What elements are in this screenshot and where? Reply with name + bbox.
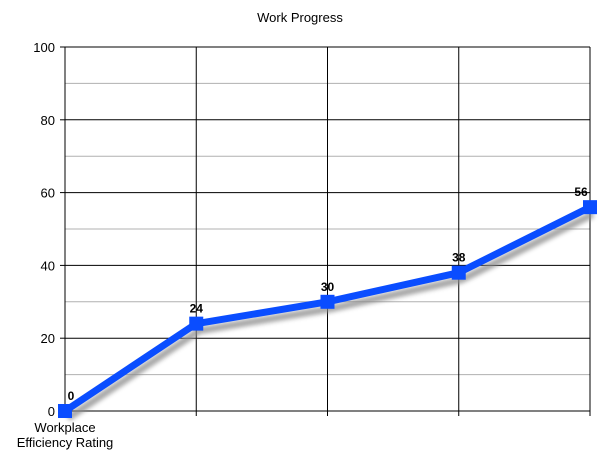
data-point-marker xyxy=(58,404,72,418)
data-labels: 0 24 30 38 56 xyxy=(68,185,588,403)
data-point-marker xyxy=(189,316,204,331)
data-label: 38 xyxy=(452,251,466,265)
data-label: 56 xyxy=(574,185,588,199)
axes: 0 20 40 60 80 100 Workplace Efficiency Rating xyxy=(17,40,591,450)
y-tick-label: 20 xyxy=(41,331,55,346)
y-tick-label: 60 xyxy=(41,186,55,201)
y-tick-label: 0 xyxy=(48,404,55,419)
series xyxy=(58,200,597,418)
data-point-marker xyxy=(451,265,466,280)
data-point-marker xyxy=(583,200,597,215)
data-point-marker xyxy=(320,294,335,309)
y-tick-label: 100 xyxy=(33,40,55,55)
data-label: 24 xyxy=(190,302,204,316)
y-tick-label: 80 xyxy=(41,113,55,128)
y-tick-label: 40 xyxy=(41,258,55,273)
x-category-label: Workplace Efficiency Rating xyxy=(17,420,114,450)
data-label: 0 xyxy=(68,389,75,403)
data-label: 30 xyxy=(321,280,335,294)
chart-title: Work Progress xyxy=(257,10,343,25)
